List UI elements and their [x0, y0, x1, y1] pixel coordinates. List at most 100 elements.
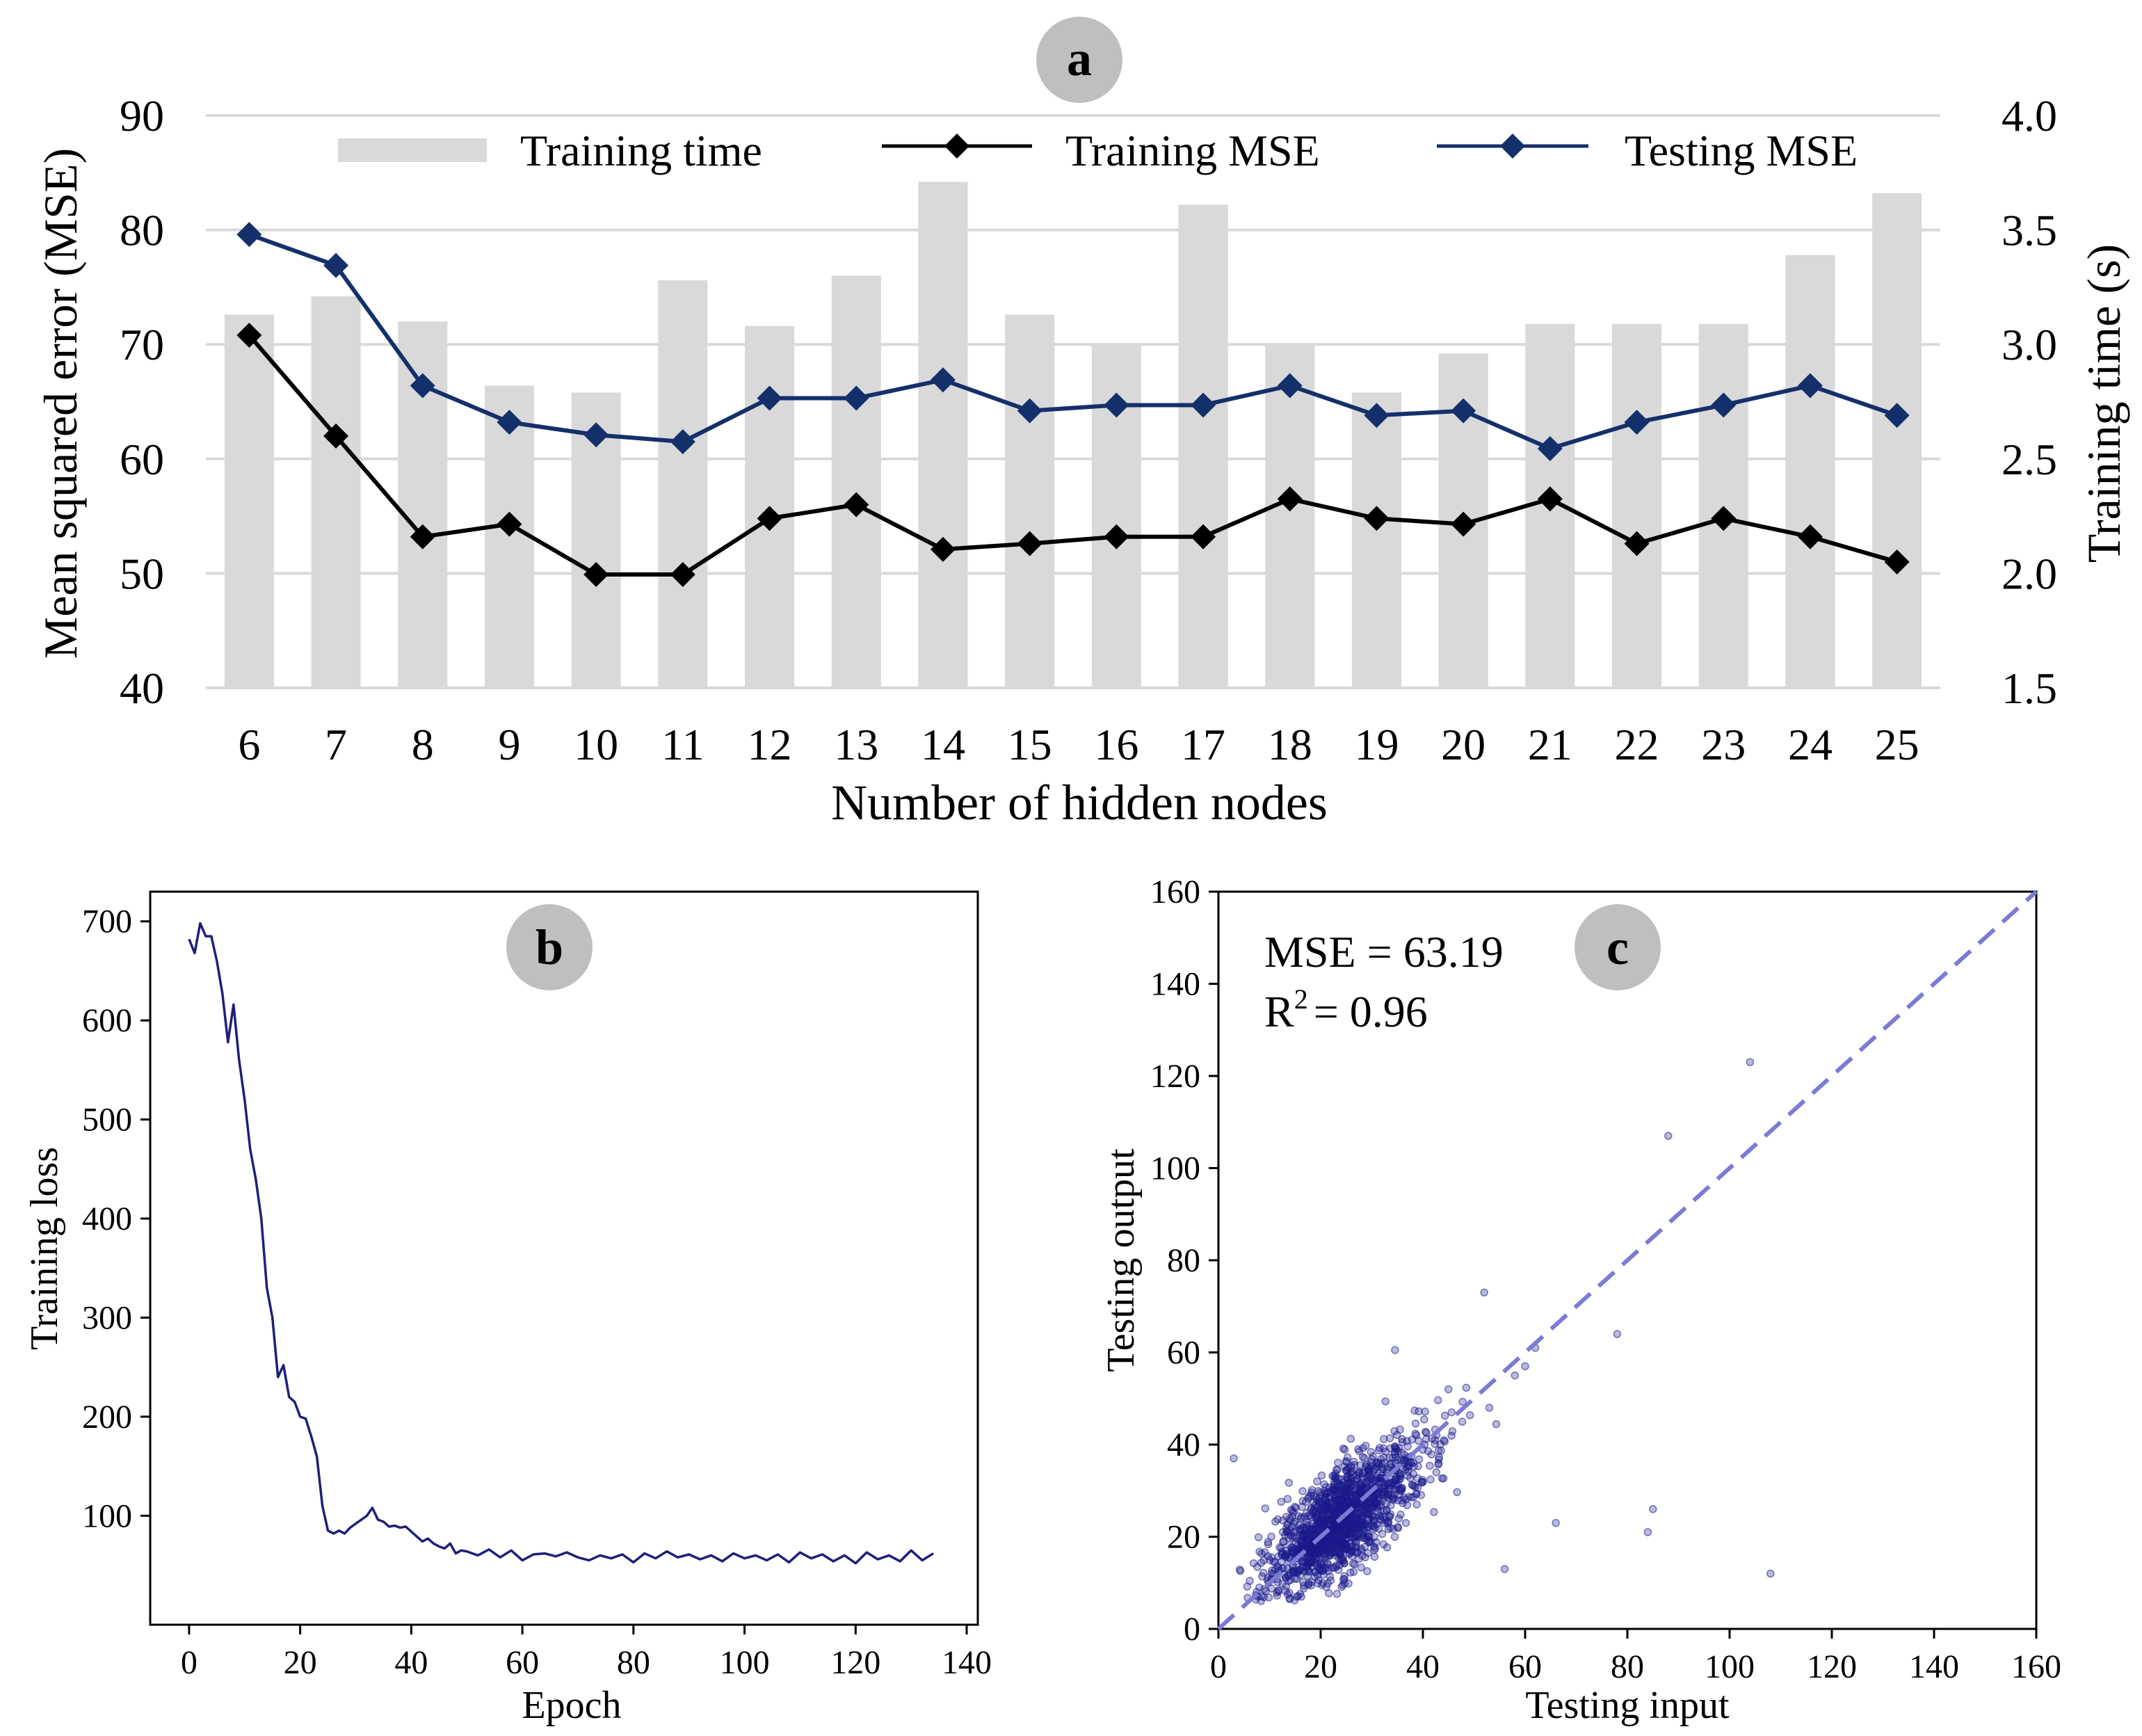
scatter-point — [1360, 1454, 1369, 1463]
testing-mse-marker — [497, 410, 522, 435]
scatter-point — [1440, 1411, 1449, 1420]
scatter-point — [1766, 1569, 1775, 1578]
y-left-tick-label: 80 — [120, 206, 164, 255]
y-tick-label: 80 — [1167, 1242, 1200, 1279]
scatter-point — [1336, 1538, 1345, 1546]
x-tick-label: 22 — [1615, 720, 1659, 769]
x-tick-label: 8 — [412, 720, 434, 769]
scatter-point — [1358, 1472, 1367, 1481]
training-time-bar — [1005, 314, 1055, 688]
y-tick-label: 100 — [82, 1497, 132, 1534]
scatter-point — [1358, 1506, 1367, 1515]
scatter-point — [1746, 1058, 1755, 1066]
testing-mse-marker — [930, 367, 956, 393]
scatter-point — [1552, 1518, 1560, 1527]
scatter-point — [1406, 1474, 1415, 1482]
scatter-point — [1411, 1429, 1419, 1438]
panel-a-letter: a — [1067, 31, 1092, 86]
scatter-point — [1344, 1480, 1353, 1488]
x-tick-label: 140 — [942, 1644, 992, 1681]
scatter-point — [1447, 1431, 1456, 1440]
scatter-point — [1400, 1493, 1408, 1502]
scatter-point — [1431, 1436, 1440, 1445]
scatter-point — [1458, 1397, 1467, 1406]
y-tick-label: 40 — [1167, 1426, 1200, 1463]
y-tick-label: 140 — [1150, 966, 1200, 1003]
x-tick-label: 9 — [498, 720, 520, 769]
y-tick-label: 600 — [82, 1002, 132, 1039]
scatter-point — [1279, 1538, 1287, 1546]
training-mse-marker — [497, 511, 522, 537]
training-time-bar — [1698, 323, 1748, 688]
x-tick-label: 40 — [1406, 1648, 1440, 1685]
training-time-bar — [311, 296, 361, 688]
scatter-point — [1389, 1525, 1397, 1533]
scatter-point — [1257, 1559, 1266, 1567]
x-tick-label: 20 — [1441, 720, 1485, 769]
scatter-point — [1264, 1593, 1273, 1602]
legend-training-mse-label: Training MSE — [1065, 126, 1320, 175]
scatter-point — [1297, 1513, 1305, 1522]
scatter-point — [1511, 1371, 1520, 1380]
panel-c-r2-annotation: R2 = 0.96 — [1264, 983, 1428, 1036]
scatter-point — [1444, 1385, 1453, 1394]
scatter-point — [1261, 1504, 1270, 1513]
scatter-point — [1426, 1475, 1435, 1484]
scatter-point — [1413, 1484, 1422, 1492]
panel-b-badge — [506, 904, 593, 990]
scatter-point — [1330, 1564, 1339, 1573]
x-tick-label: 13 — [834, 720, 878, 769]
scatter-point — [1273, 1578, 1282, 1586]
scatter-point — [1408, 1436, 1417, 1444]
scatter-point — [1285, 1589, 1294, 1598]
testing-mse-marker — [1797, 373, 1823, 399]
scatter-point — [1401, 1518, 1410, 1527]
scatter-point — [1396, 1474, 1405, 1484]
scatter-point — [1437, 1447, 1446, 1455]
testing-mse-marker — [1277, 373, 1303, 399]
training-mse-line — [248, 334, 1898, 577]
scatter-point — [1289, 1532, 1298, 1541]
panel-b-letter: b — [536, 919, 563, 975]
scatter-point — [1434, 1447, 1443, 1455]
scatter-point — [1394, 1514, 1403, 1523]
testing-mse-marker — [1711, 392, 1737, 418]
scatter-point — [1364, 1477, 1373, 1486]
panel-c-ylabel: Testing output — [1100, 1148, 1143, 1372]
scatter-point — [1327, 1504, 1335, 1513]
scatter-point — [1500, 1565, 1509, 1573]
testing-mse-marker — [1884, 403, 1910, 428]
legend-training-mse-marker — [944, 134, 969, 159]
scatter-point — [1613, 1330, 1622, 1338]
scatter-point — [1664, 1132, 1673, 1140]
scatter-point — [1353, 1549, 1361, 1557]
training-time-bar — [224, 314, 274, 688]
training-mse-marker — [410, 524, 435, 549]
scatter-point — [1643, 1528, 1652, 1536]
scatter-point — [1321, 1516, 1329, 1525]
panel-b-xlabel: Epoch — [522, 1684, 621, 1727]
scatter-point — [1365, 1536, 1374, 1545]
scatter-point — [1291, 1545, 1300, 1554]
scatter-point — [1492, 1420, 1501, 1429]
scatter-point — [1406, 1458, 1415, 1467]
scatter-point — [1313, 1477, 1321, 1486]
panel-a-bars — [224, 182, 1922, 689]
scatter-point — [1271, 1518, 1280, 1526]
scatter-point — [1403, 1501, 1412, 1509]
scatter-point — [1298, 1536, 1306, 1545]
scatter-point — [1305, 1567, 1314, 1576]
panel-c-letter: c — [1606, 919, 1629, 975]
x-tick-label: 12 — [748, 720, 792, 769]
legend-testing-mse-marker — [1500, 134, 1525, 159]
scatter-point — [1331, 1512, 1339, 1521]
y-right-tick-label: 3.5 — [2002, 206, 2057, 255]
testing-mse-marker — [323, 252, 349, 278]
scatter-point — [1381, 1397, 1390, 1406]
training-mse-marker — [1191, 524, 1216, 549]
panel-b: 0 20 40 60 80 100 120 140100200300400500600700 … — [23, 890, 992, 1727]
scatter-point — [1413, 1474, 1422, 1483]
x-tick-label: 16 — [1094, 720, 1138, 769]
scatter-point — [1430, 1508, 1438, 1516]
